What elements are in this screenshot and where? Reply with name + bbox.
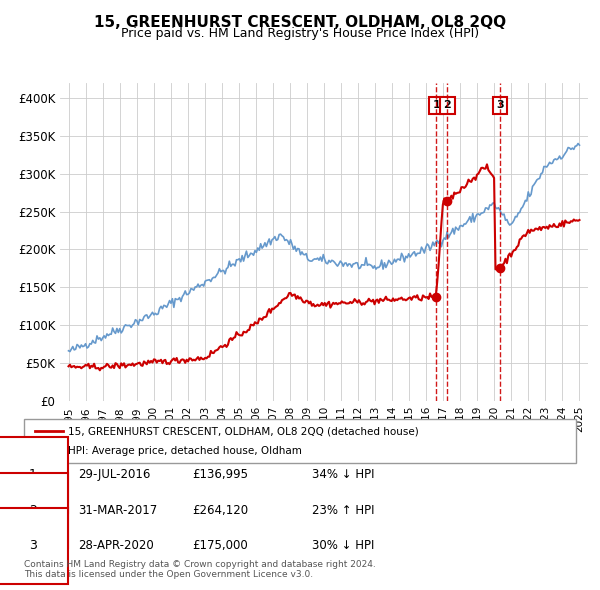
Text: 1: 1 bbox=[432, 100, 440, 110]
Text: 30% ↓ HPI: 30% ↓ HPI bbox=[312, 539, 374, 552]
Text: 2: 2 bbox=[443, 100, 451, 110]
Text: 23% ↑ HPI: 23% ↑ HPI bbox=[312, 504, 374, 517]
FancyBboxPatch shape bbox=[24, 419, 576, 463]
Text: 15, GREENHURST CRESCENT, OLDHAM, OL8 2QQ: 15, GREENHURST CRESCENT, OLDHAM, OL8 2QQ bbox=[94, 15, 506, 30]
Text: £175,000: £175,000 bbox=[192, 539, 248, 552]
Text: 29-JUL-2016: 29-JUL-2016 bbox=[78, 468, 151, 481]
Text: 3: 3 bbox=[496, 100, 504, 110]
Text: 15, GREENHURST CRESCENT, OLDHAM, OL8 2QQ (detached house): 15, GREENHURST CRESCENT, OLDHAM, OL8 2QQ… bbox=[68, 427, 419, 436]
Text: 31-MAR-2017: 31-MAR-2017 bbox=[78, 504, 157, 517]
Text: 34% ↓ HPI: 34% ↓ HPI bbox=[312, 468, 374, 481]
Text: £136,995: £136,995 bbox=[192, 468, 248, 481]
Text: 3: 3 bbox=[29, 539, 37, 552]
Text: 28-APR-2020: 28-APR-2020 bbox=[78, 539, 154, 552]
Text: 2: 2 bbox=[29, 504, 37, 517]
Text: £264,120: £264,120 bbox=[192, 504, 248, 517]
Text: HPI: Average price, detached house, Oldham: HPI: Average price, detached house, Oldh… bbox=[68, 446, 302, 455]
Text: Price paid vs. HM Land Registry's House Price Index (HPI): Price paid vs. HM Land Registry's House … bbox=[121, 27, 479, 40]
Text: 1: 1 bbox=[29, 468, 37, 481]
Text: Contains HM Land Registry data © Crown copyright and database right 2024.
This d: Contains HM Land Registry data © Crown c… bbox=[24, 560, 376, 579]
